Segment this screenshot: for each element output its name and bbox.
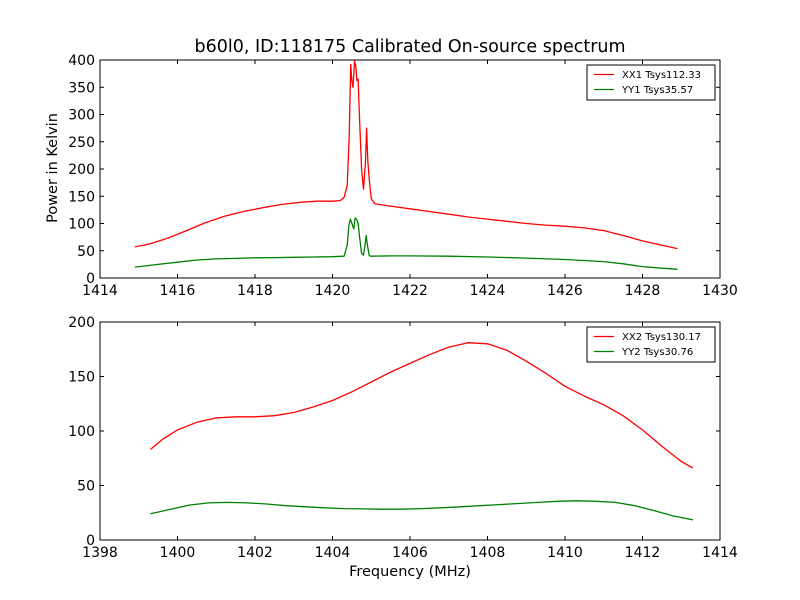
x-tick-label: 1400 — [160, 545, 196, 561]
x-tick-label: 1424 — [470, 283, 506, 299]
bottom-series-layer — [149, 342, 694, 521]
y-tick-label: 350 — [68, 80, 95, 96]
x-axis-label: Frequency (MHz) — [349, 564, 471, 580]
legend-label-xx2: XX2 Tsys130.17 — [622, 332, 701, 343]
x-tick-label: 1414 — [702, 545, 738, 561]
y-tick-label: 250 — [68, 135, 95, 151]
x-tick-label: 1420 — [315, 283, 351, 299]
x-tick-label: 1408 — [470, 545, 506, 561]
y-tick-label: 150 — [68, 370, 95, 386]
y-tick-label: 100 — [68, 217, 95, 233]
x-tick-label: 1416 — [160, 283, 196, 299]
top-plot-frame — [99, 59, 721, 279]
x-tick-label: 1410 — [547, 545, 583, 561]
bottom-axes: 1398 1400 1402 1404 1406 1408 1410 1412 1414 0 50 1… — [68, 315, 738, 561]
y-tick-label: 150 — [68, 189, 95, 205]
top-spectrum-panel: 1414 1416 1418 1420 1422 1424 1426 1428 1430 0 50 1… — [68, 53, 738, 299]
x-tick-label: 1412 — [625, 545, 661, 561]
x-tick-label: 1426 — [547, 283, 583, 299]
series-line-xx1 — [134, 60, 678, 250]
bottom-plot-frame — [99, 321, 721, 541]
top-series-layer — [134, 60, 678, 270]
legend-label-yy1: YY1 Tsys35.57 — [621, 85, 693, 96]
y-tick-label: 200 — [68, 162, 95, 178]
y-tick-label: 200 — [68, 315, 95, 331]
y-axis-label: Power in Kelvin — [45, 113, 61, 223]
x-tick-label: 1430 — [702, 283, 738, 299]
y-tick-label: 50 — [77, 244, 95, 260]
x-tick-label: 1414 — [82, 283, 118, 299]
x-tick-label: 1398 — [82, 545, 118, 561]
series-line-yy2 — [150, 500, 694, 521]
bottom-legend-box — [586, 326, 716, 363]
legend-label-xx1: XX1 Tsys112.33 — [622, 70, 701, 81]
y-tick-label: 100 — [68, 424, 95, 440]
series-line-yy1 — [134, 217, 678, 270]
legend-label-yy2: YY2 Tsys30.76 — [621, 347, 693, 358]
top-legend-box — [586, 64, 716, 101]
y-tick-label: 50 — [77, 479, 95, 495]
y-tick-label: 400 — [68, 53, 95, 69]
x-tick-label: 1402 — [237, 545, 273, 561]
x-tick-label: 1418 — [237, 283, 273, 299]
top-axes: 1414 1416 1418 1420 1422 1424 1426 1428 1430 0 50 1… — [68, 53, 738, 299]
chart-title: b60l0, ID:118175 Calibrated On-source sp… — [194, 37, 625, 57]
x-tick-label: 1406 — [392, 545, 428, 561]
y-tick-label: 0 — [86, 533, 95, 549]
x-tick-label: 1428 — [625, 283, 661, 299]
x-tick-label: 1422 — [392, 283, 428, 299]
x-tick-label: 1404 — [315, 545, 351, 561]
series-line-xx2 — [149, 342, 694, 469]
bottom-spectrum-panel: 1398 1400 1402 1404 1406 1408 1410 1412 1414 0 50 1… — [68, 315, 738, 561]
y-tick-label: 300 — [68, 108, 95, 124]
top-legend: XX1 Tsys112.33 YY1 Tsys35.57 — [586, 64, 716, 101]
y-tick-label: 0 — [86, 271, 95, 287]
bottom-legend: XX2 Tsys130.17 YY2 Tsys30.76 — [586, 326, 716, 363]
